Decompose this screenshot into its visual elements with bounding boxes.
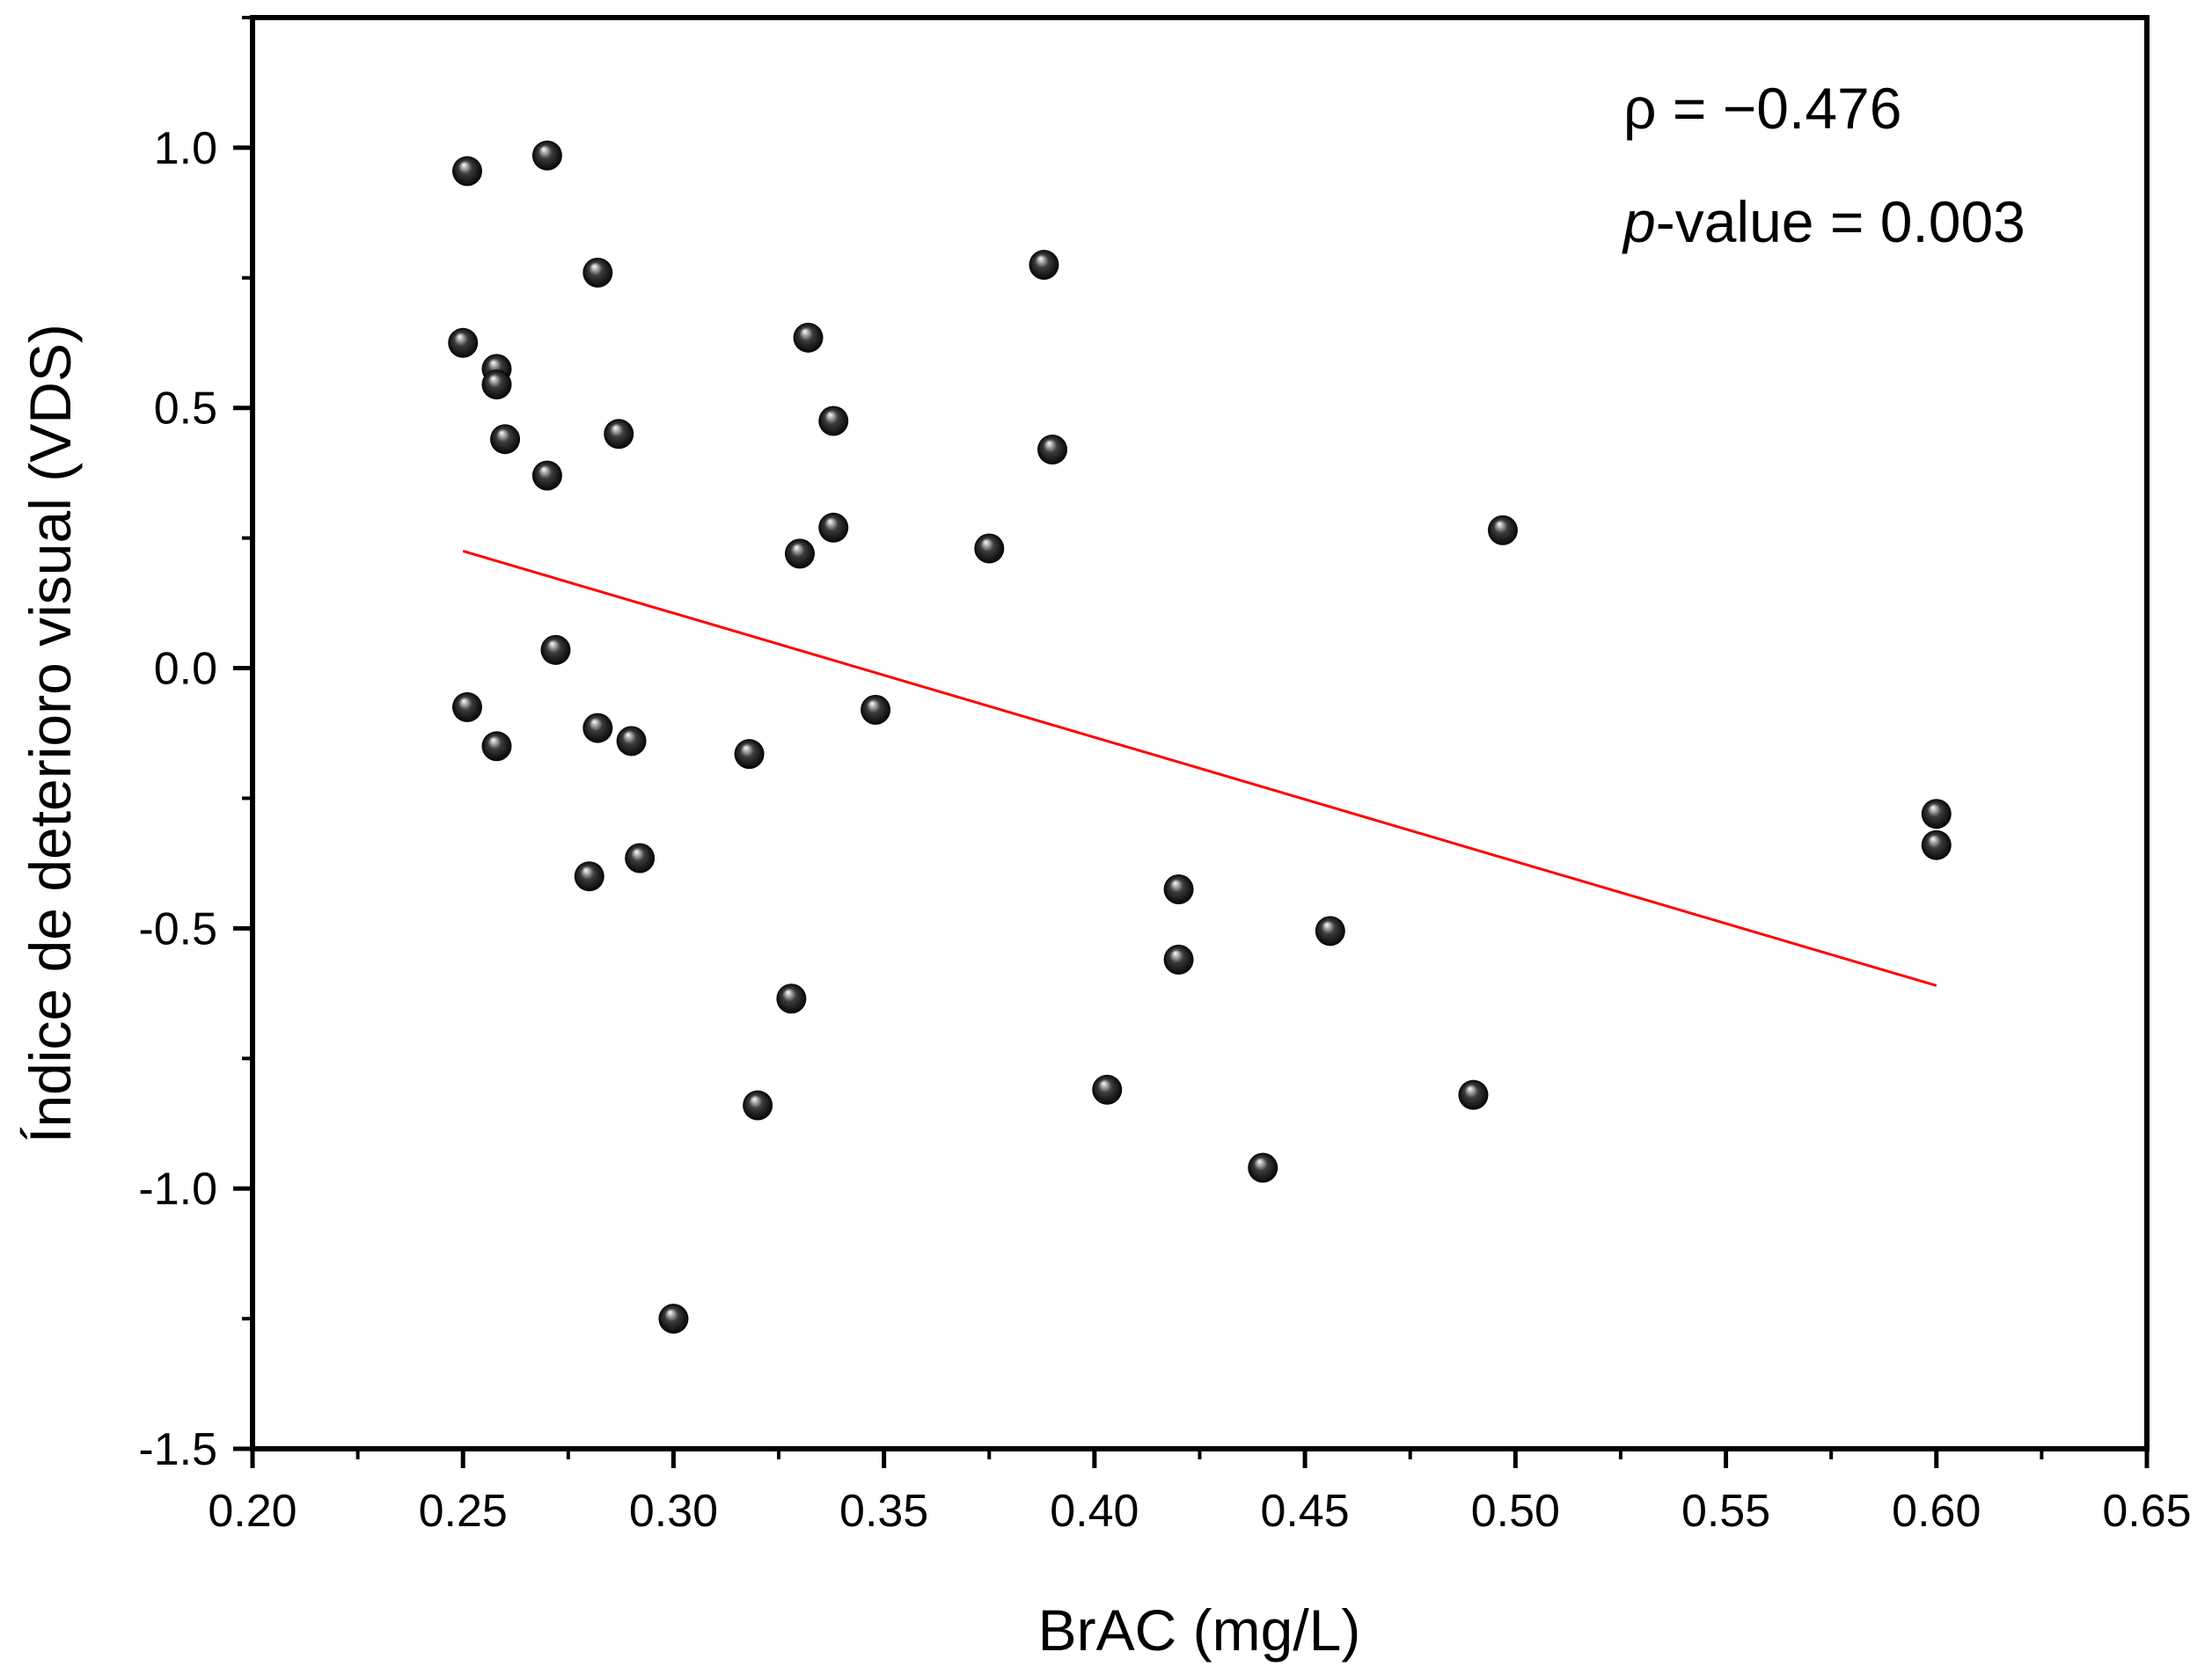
x-tick-label: 0.35 bbox=[839, 1486, 928, 1537]
data-point bbox=[658, 1304, 689, 1334]
data-points-layer bbox=[448, 140, 1952, 1334]
data-point bbox=[582, 713, 613, 743]
regression-line-layer bbox=[462, 549, 1937, 987]
y-tick-label: 0.0 bbox=[154, 644, 217, 695]
x-tick-label: 0.60 bbox=[1892, 1486, 1981, 1537]
data-point bbox=[793, 322, 824, 353]
data-point bbox=[452, 156, 483, 186]
data-point bbox=[1037, 435, 1068, 465]
data-point bbox=[481, 369, 512, 400]
data-point bbox=[974, 533, 1005, 564]
data-point bbox=[776, 983, 807, 1014]
data-point bbox=[604, 419, 634, 450]
data-point bbox=[1092, 1074, 1123, 1105]
rho-annotation: ρ = −0.476 bbox=[1623, 76, 1901, 141]
y-axis-ticks: -1.5 -1.0 -0.5 0.0 0.5 1.0 bbox=[138, 16, 253, 1475]
y-tick-label: 0.5 bbox=[154, 384, 217, 435]
data-point bbox=[1248, 1152, 1278, 1183]
data-point bbox=[1921, 830, 1952, 860]
p-value-annotation: p-value = 0.003 bbox=[1622, 189, 2025, 254]
data-point bbox=[1921, 799, 1952, 830]
data-point bbox=[448, 327, 479, 358]
y-tick-label: -0.5 bbox=[138, 903, 217, 954]
x-tick-label: 0.20 bbox=[208, 1486, 297, 1537]
x-axis-title: BrAC (mg/L) bbox=[1038, 1597, 1361, 1663]
data-point bbox=[1315, 916, 1345, 947]
data-point bbox=[531, 460, 562, 491]
y-tick-label: 1.0 bbox=[154, 123, 217, 174]
data-point bbox=[481, 731, 512, 762]
p-value-text: -value = 0.003 bbox=[1656, 189, 2025, 254]
x-tick-label: 0.40 bbox=[1050, 1486, 1139, 1537]
data-point bbox=[818, 406, 849, 436]
data-point bbox=[818, 512, 849, 543]
x-axis-ticks: 0.20 0.25 0.30 0.35 0.40 0.45 0.50 0.55 0.60 0.65 bbox=[208, 1449, 2192, 1537]
data-point bbox=[1163, 944, 1194, 975]
x-tick-label: 0.65 bbox=[2102, 1486, 2191, 1537]
data-point bbox=[574, 861, 604, 892]
x-tick-label: 0.30 bbox=[629, 1486, 718, 1537]
y-tick-label: -1.0 bbox=[138, 1164, 217, 1215]
data-point bbox=[531, 140, 562, 171]
data-point bbox=[452, 691, 483, 722]
x-tick-label: 0.45 bbox=[1261, 1486, 1350, 1537]
data-point bbox=[625, 843, 656, 874]
data-point bbox=[861, 694, 891, 725]
data-point bbox=[540, 634, 571, 665]
data-point bbox=[734, 739, 765, 770]
y-axis-title: Índice de deterioro visual (VDS) bbox=[18, 324, 83, 1144]
data-point bbox=[743, 1090, 773, 1121]
data-point bbox=[1029, 250, 1059, 281]
data-point bbox=[1458, 1079, 1489, 1110]
p-value-italic-p: p bbox=[1622, 189, 1656, 254]
data-point bbox=[784, 538, 815, 569]
data-point bbox=[616, 726, 647, 757]
x-tick-label: 0.25 bbox=[419, 1486, 508, 1537]
data-point bbox=[490, 424, 521, 455]
x-tick-label: 0.55 bbox=[1681, 1486, 1770, 1537]
data-point bbox=[1163, 874, 1194, 904]
data-point bbox=[582, 257, 613, 288]
x-tick-label: 0.50 bbox=[1471, 1486, 1560, 1537]
regression-line bbox=[462, 549, 1937, 987]
y-tick-label: -1.5 bbox=[138, 1424, 217, 1475]
data-point bbox=[1487, 515, 1518, 545]
